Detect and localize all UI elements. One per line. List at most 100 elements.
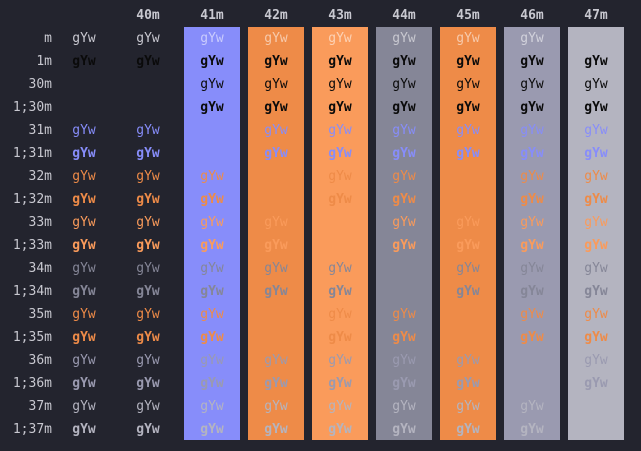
color-sample: gYw xyxy=(136,123,160,138)
color-sample: gYw xyxy=(200,422,224,437)
background-column-46m xyxy=(504,27,560,440)
color-sample: gYw xyxy=(200,330,224,345)
color-sample: gYw xyxy=(520,261,544,276)
color-sample: gYw xyxy=(136,284,160,299)
color-sample: gYw xyxy=(456,284,480,299)
color-sample: gYw xyxy=(200,192,224,207)
color-sample: gYw xyxy=(328,261,352,276)
color-sample: gYw xyxy=(72,353,96,368)
column-header: 45m xyxy=(456,8,480,23)
color-sample: gYw xyxy=(264,215,288,230)
color-sample: gYw xyxy=(584,146,608,161)
row-header: 37m xyxy=(28,399,52,414)
color-sample: gYw xyxy=(200,215,224,230)
color-sample: gYw xyxy=(392,77,416,92)
row-header: 33m xyxy=(28,215,52,230)
color-sample: gYw xyxy=(520,31,544,46)
row-header: 30m xyxy=(28,77,52,92)
color-sample: gYw xyxy=(200,54,224,69)
color-sample: gYw xyxy=(328,307,352,322)
column-header: 47m xyxy=(584,8,608,23)
color-sample: gYw xyxy=(328,54,352,69)
color-sample: gYw xyxy=(520,399,544,414)
color-sample: gYw xyxy=(392,330,416,345)
color-sample: gYw xyxy=(392,399,416,414)
color-sample: gYw xyxy=(392,146,416,161)
row-header: 1;31m xyxy=(12,146,52,161)
row-header: 32m xyxy=(28,169,52,184)
color-sample: gYw xyxy=(72,146,96,161)
color-sample: gYw xyxy=(200,31,224,46)
row-header: m xyxy=(44,31,52,46)
color-sample: gYw xyxy=(136,376,160,391)
color-sample: gYw xyxy=(72,284,96,299)
background-column-45m xyxy=(440,27,496,440)
color-sample: gYw xyxy=(584,307,608,322)
color-sample: gYw xyxy=(456,261,480,276)
color-sample: gYw xyxy=(72,307,96,322)
color-sample: gYw xyxy=(328,146,352,161)
color-sample: gYw xyxy=(520,238,544,253)
color-sample: gYw xyxy=(328,330,352,345)
color-sample: gYw xyxy=(520,422,544,437)
row-header: 31m xyxy=(28,123,52,138)
color-sample: gYw xyxy=(456,376,480,391)
color-sample: gYw xyxy=(392,192,416,207)
color-sample: gYw xyxy=(72,31,96,46)
row-header: 1m xyxy=(36,54,52,69)
background-column-41m xyxy=(184,27,240,440)
color-sample: gYw xyxy=(520,169,544,184)
color-sample: gYw xyxy=(584,353,608,368)
color-sample: gYw xyxy=(456,54,480,69)
color-sample: gYw xyxy=(136,215,160,230)
color-sample: gYw xyxy=(72,399,96,414)
column-header: 46m xyxy=(520,8,544,23)
column-header: 42m xyxy=(264,8,288,23)
color-sample: gYw xyxy=(520,307,544,322)
color-sample: gYw xyxy=(200,238,224,253)
color-sample: gYw xyxy=(392,376,416,391)
color-sample: gYw xyxy=(136,399,160,414)
color-sample: gYw xyxy=(136,330,160,345)
color-sample: gYw xyxy=(264,54,288,69)
color-sample: gYw xyxy=(392,169,416,184)
color-sample: gYw xyxy=(584,123,608,138)
color-sample: gYw xyxy=(200,376,224,391)
background-column-43m xyxy=(312,27,368,440)
color-sample: gYw xyxy=(72,54,96,69)
background-column-44m xyxy=(376,27,432,440)
color-sample: gYw xyxy=(584,169,608,184)
color-sample: gYw xyxy=(136,54,160,69)
color-sample: gYw xyxy=(520,215,544,230)
color-sample: gYw xyxy=(392,123,416,138)
color-sample: gYw xyxy=(264,146,288,161)
color-sample: gYw xyxy=(328,123,352,138)
color-sample: gYw xyxy=(456,123,480,138)
color-sample: gYw xyxy=(520,54,544,69)
color-sample: gYw xyxy=(392,31,416,46)
color-sample: gYw xyxy=(392,307,416,322)
color-sample: gYw xyxy=(392,100,416,115)
color-sample: gYw xyxy=(72,192,96,207)
color-sample: gYw xyxy=(328,77,352,92)
color-sample: gYw xyxy=(72,238,96,253)
color-sample: gYw xyxy=(328,31,352,46)
color-sample: gYw xyxy=(72,169,96,184)
color-sample: gYw xyxy=(328,422,352,437)
color-sample: gYw xyxy=(584,77,608,92)
color-sample: gYw xyxy=(520,330,544,345)
color-sample: gYw xyxy=(328,353,352,368)
color-sample: gYw xyxy=(136,353,160,368)
color-sample: gYw xyxy=(264,261,288,276)
color-sample: gYw xyxy=(264,422,288,437)
color-sample: gYw xyxy=(520,284,544,299)
column-header: 41m xyxy=(200,8,224,23)
color-sample: gYw xyxy=(584,284,608,299)
row-header: 36m xyxy=(28,353,52,368)
color-sample: gYw xyxy=(264,123,288,138)
color-sample: gYw xyxy=(136,146,160,161)
color-sample: gYw xyxy=(456,100,480,115)
color-sample: gYw xyxy=(392,353,416,368)
row-header: 1;30m xyxy=(12,100,52,115)
color-sample: gYw xyxy=(456,77,480,92)
